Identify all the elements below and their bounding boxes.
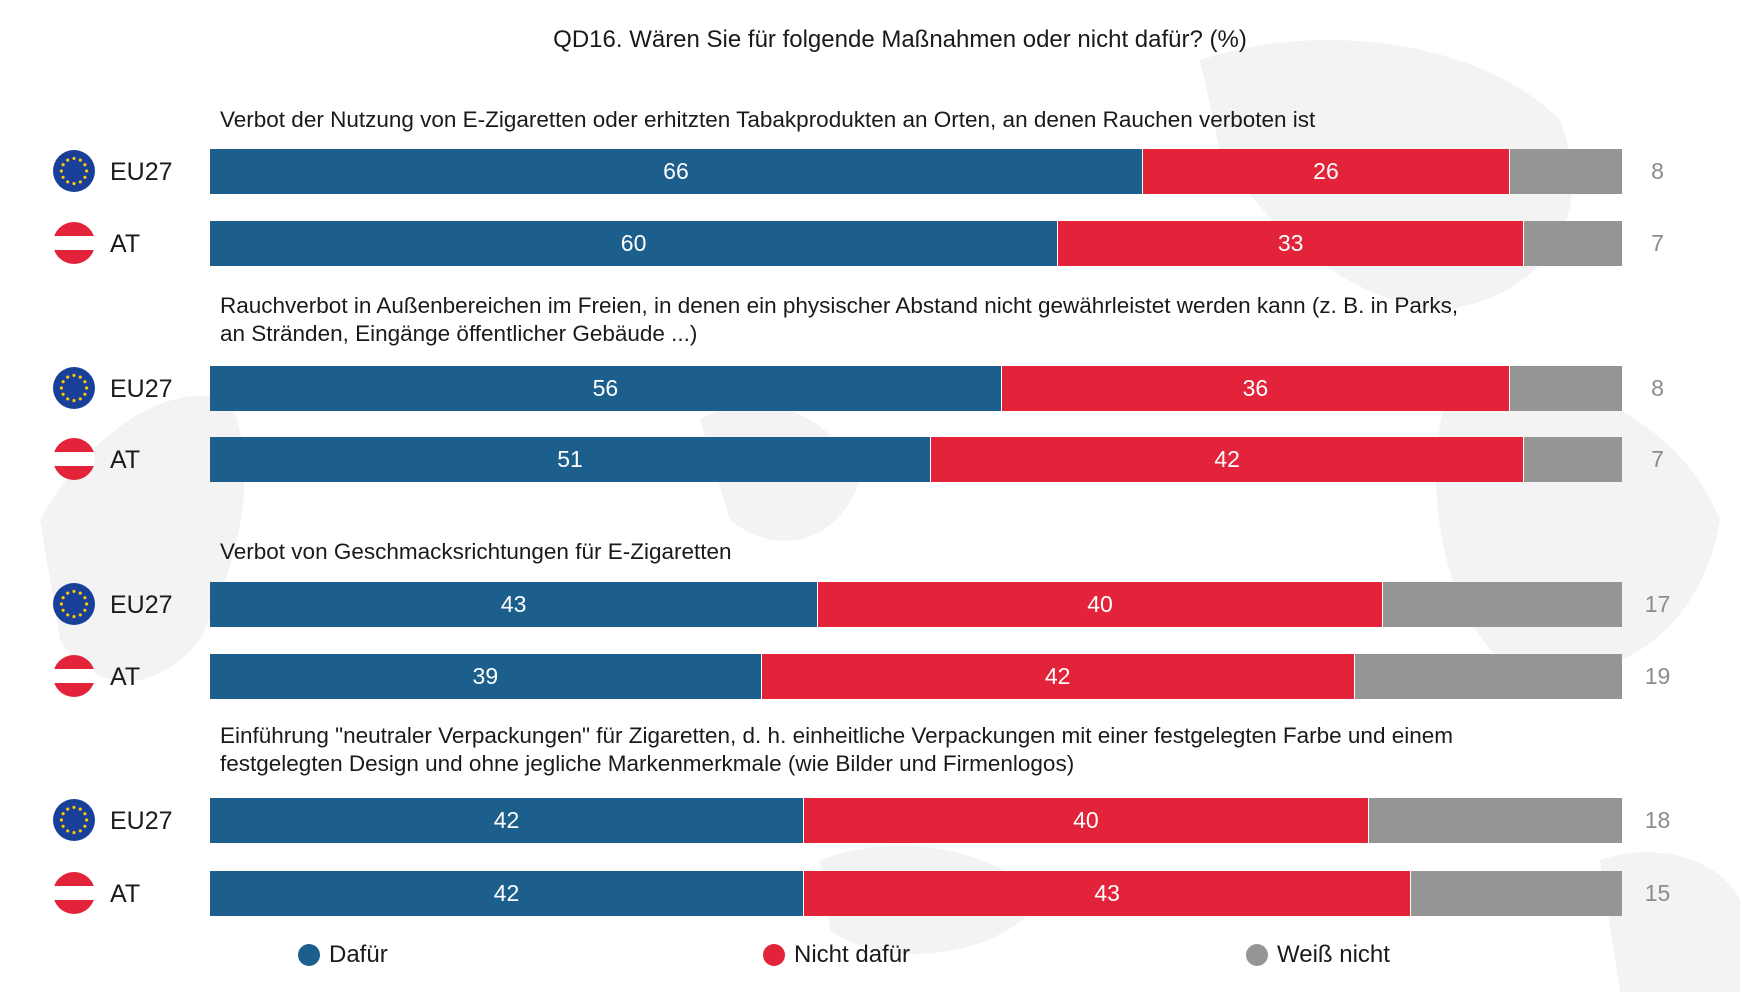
legend-label: Nicht dafür (794, 941, 911, 968)
legend-marker (1246, 944, 1268, 966)
row-label: AT (110, 663, 141, 691)
stacked-bar: 60 33 (210, 221, 1622, 266)
austria-flag-icon (53, 222, 95, 264)
weiss-nicht-value-label: 18 (1644, 807, 1671, 833)
weiss-nicht-value-label: 8 (1651, 375, 1664, 401)
eu-flag-icon (53, 367, 95, 409)
bar-segment-weiss-nicht (1381, 582, 1622, 627)
question-label: Verbot der Nutzung von E-Zigaretten oder… (220, 107, 1316, 132)
bar-value-label: 43 (1094, 880, 1120, 906)
bar-segment-nicht-dafuer: 42 (760, 654, 1354, 699)
chart-title: QD16. Wären Sie für folgende Maßnahmen o… (553, 26, 1247, 53)
row-label: EU27 (110, 807, 173, 835)
bar-segment-dafuer: 56 (210, 366, 1001, 411)
bar-segment-nicht-dafuer: 40 (803, 798, 1368, 843)
legend-marker (763, 944, 785, 966)
bar-value-label: 66 (663, 158, 689, 184)
stacked-bar: 51 42 (210, 437, 1622, 482)
bar-value-label: 26 (1313, 158, 1339, 184)
stacked-bar: 42 40 (210, 798, 1622, 843)
bar-segment-dafuer: 60 (210, 221, 1058, 266)
bar-segment-nicht-dafuer: 42 (930, 437, 1524, 482)
stacked-bar: 42 43 (210, 871, 1622, 916)
legend-marker (298, 944, 320, 966)
bar-value-label: 56 (592, 375, 619, 401)
bar-value-label: 42 (1214, 446, 1240, 472)
question-label: Einführung "neutraler Verpackungen" für … (220, 723, 1453, 776)
legend-label: Weiß nicht (1277, 941, 1390, 968)
weiss-nicht-value-label: 7 (1651, 446, 1664, 472)
question-label: Verbot von Geschmacksrichtungen für E-Zi… (220, 539, 732, 564)
austria-flag-icon (53, 438, 95, 480)
weiss-nicht-value-label: 8 (1651, 158, 1664, 184)
bar-segment-dafuer: 42 (210, 871, 804, 916)
bar-value-label: 42 (493, 807, 520, 833)
bar-value-label: 43 (500, 591, 527, 617)
stacked-bar: 66 26 (210, 149, 1622, 194)
bar-segment-nicht-dafuer: 36 (1000, 366, 1510, 411)
eu-flag-icon (53, 583, 95, 625)
austria-flag-icon (53, 872, 95, 914)
bar-value-label: 42 (1044, 663, 1071, 689)
bar-segment-weiss-nicht (1367, 798, 1622, 843)
bar-segment-nicht-dafuer: 40 (817, 582, 1382, 627)
weiss-nicht-value-label: 17 (1644, 591, 1671, 617)
weiss-nicht-value-label: 19 (1644, 663, 1671, 689)
bar-segment-nicht-dafuer: 26 (1141, 149, 1510, 194)
bar-segment-dafuer: 51 (210, 437, 931, 482)
row-label: EU27 (110, 591, 173, 619)
stacked-bar: 39 42 (210, 654, 1622, 699)
bar-segment-weiss-nicht (1410, 871, 1622, 916)
legend-label: Dafür (329, 941, 388, 968)
bar-value-label: 60 (620, 230, 647, 256)
weiss-nicht-value-label: 15 (1644, 880, 1671, 906)
bar-value-label: 40 (1073, 807, 1099, 833)
bar-segment-dafuer: 43 (210, 582, 818, 627)
bar-value-label: 36 (1242, 375, 1269, 401)
bar-segment-dafuer: 42 (210, 798, 804, 843)
row-label: AT (110, 880, 141, 908)
eu-flag-icon (53, 150, 95, 192)
bar-segment-weiss-nicht (1523, 437, 1622, 482)
bar-segment-weiss-nicht (1523, 221, 1622, 266)
bar-value-label: 40 (1087, 591, 1113, 617)
row-label: EU27 (110, 375, 173, 403)
stacked-bar: 56 36 (210, 366, 1622, 411)
bar-value-label: 51 (557, 446, 583, 472)
row-label: EU27 (110, 158, 173, 186)
bar-segment-dafuer: 39 (210, 654, 761, 699)
bar-value-label: 39 (472, 663, 499, 689)
weiss-nicht-value-label: 7 (1651, 230, 1664, 256)
row-label: AT (110, 446, 141, 474)
bar-segment-nicht-dafuer: 43 (803, 871, 1411, 916)
row-label: AT (110, 230, 141, 258)
bar-segment-dafuer: 66 (210, 149, 1142, 194)
question-label: Rauchverbot in Außenbereichen im Freien,… (220, 293, 1459, 346)
eu-flag-icon (53, 799, 95, 841)
bar-value-label: 42 (493, 880, 520, 906)
stacked-bar: 43 40 (210, 582, 1622, 627)
bar-segment-nicht-dafuer: 33 (1057, 221, 1524, 266)
bar-value-label: 33 (1277, 230, 1304, 256)
austria-flag-icon (53, 655, 95, 697)
bar-segment-weiss-nicht (1509, 149, 1622, 194)
bar-segment-weiss-nicht (1353, 654, 1622, 699)
bar-segment-weiss-nicht (1509, 366, 1622, 411)
